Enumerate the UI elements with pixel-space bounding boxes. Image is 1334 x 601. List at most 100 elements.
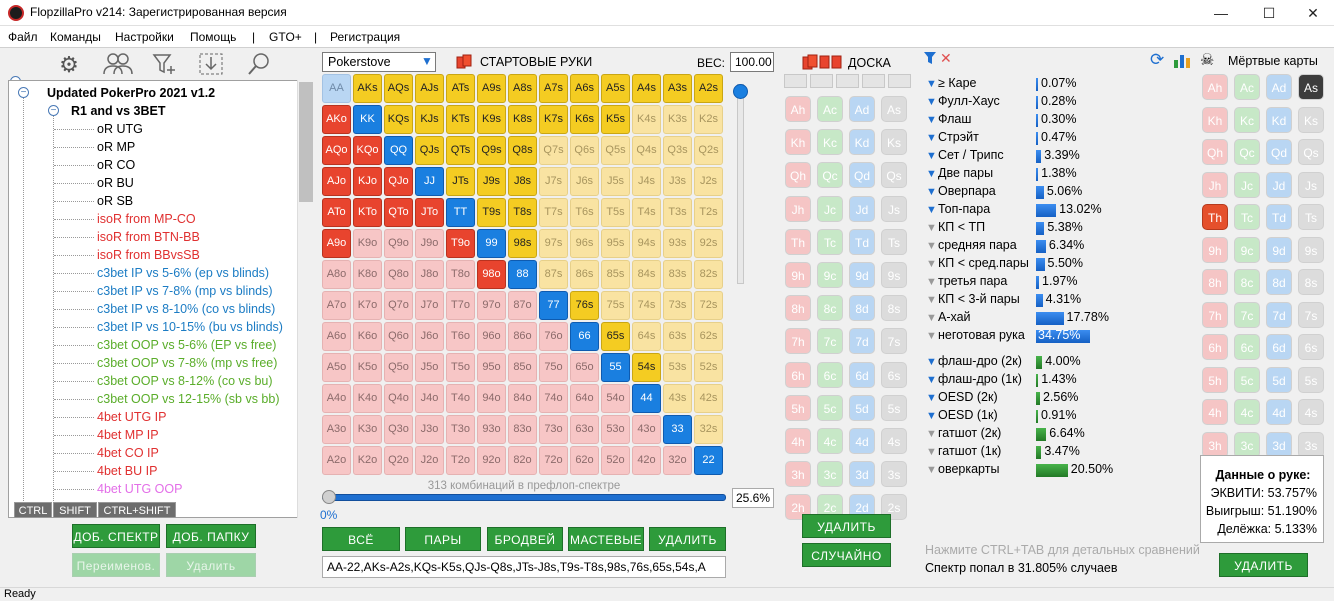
hand-cell[interactable]: 88 — [508, 260, 537, 289]
card-Ad[interactable]: Ad — [849, 96, 875, 122]
card-Ad[interactable]: Ad — [1266, 74, 1292, 100]
hand-cell[interactable]: QTo — [384, 198, 413, 227]
refresh-icon[interactable]: ⟳ — [1150, 50, 1165, 69]
hand-cell[interactable]: K4s — [632, 105, 661, 134]
hand-cell[interactable]: T3o — [446, 415, 475, 444]
card-Kh[interactable]: Kh — [1202, 106, 1228, 133]
card-9c[interactable]: 9c — [817, 262, 843, 288]
hand-cell[interactable]: 42o — [632, 446, 661, 475]
hand-cell[interactable]: 64o — [570, 384, 599, 413]
card-9h[interactable]: 9h — [785, 262, 811, 288]
hand-cell[interactable]: K9o — [353, 229, 382, 258]
hand-cell[interactable]: QJs — [415, 136, 444, 165]
select-all-button[interactable]: ВСЁ — [322, 527, 400, 551]
hand-cell[interactable]: A4o — [322, 384, 351, 413]
menu-registration[interactable]: Регистрация — [330, 30, 401, 44]
card-Kc[interactable]: Kc — [1234, 106, 1260, 133]
gear-icon[interactable]: ⚙ — [59, 52, 79, 77]
hand-cell[interactable]: A6s — [570, 74, 599, 103]
minimize-button[interactable]: — — [1214, 5, 1228, 21]
hand-cell[interactable]: J7o — [415, 291, 444, 320]
stat-label[interactable]: Стрэйт — [938, 130, 979, 144]
hand-cell[interactable]: 22 — [694, 446, 723, 475]
hand-cell[interactable]: T6s — [570, 198, 599, 227]
hand-cell[interactable]: 83s — [663, 260, 692, 289]
card-Ac[interactable]: Ac — [817, 96, 843, 122]
stat-label[interactable]: OESD (1к) — [938, 408, 998, 422]
stat-label[interactable]: средняя пара — [938, 238, 1017, 252]
hand-cell[interactable]: A2o — [322, 446, 351, 475]
hand-cell[interactable]: KTs — [446, 105, 475, 134]
card-Js[interactable]: Js — [881, 195, 907, 222]
card-7c[interactable]: 7c — [1234, 301, 1260, 328]
hand-cell[interactable]: QTs — [446, 136, 475, 165]
hand-cell[interactable]: T5s — [601, 198, 630, 227]
hand-cell[interactable]: 96s — [570, 229, 599, 258]
hand-cell[interactable]: QJo — [384, 167, 413, 196]
random-board-button[interactable]: СЛУЧАЙНО — [802, 543, 891, 567]
hand-cell[interactable]: KQo — [353, 136, 382, 165]
stat-label[interactable]: ≥ Каре — [938, 76, 977, 90]
card-4h[interactable]: 4h — [1202, 399, 1228, 425]
tree-item[interactable]: isoR from BBvsSB — [97, 248, 200, 262]
card-6s[interactable]: 6s — [1298, 334, 1324, 360]
stat-label[interactable]: А-хай — [938, 310, 971, 324]
stat-label[interactable]: гатшот (1к) — [938, 444, 1002, 458]
card-8d[interactable]: 8d — [1266, 269, 1292, 295]
hand-cell[interactable]: 74o — [539, 384, 568, 413]
hand-cell[interactable]: K6s — [570, 105, 599, 134]
bar-chart-icon[interactable] — [1173, 52, 1193, 68]
hand-cell[interactable]: ATo — [322, 198, 351, 227]
hand-cell[interactable]: Q8s — [508, 136, 537, 165]
card-5d[interactable]: 5d — [849, 394, 875, 421]
hand-cell[interactable]: AJo — [322, 167, 351, 196]
filter-toggle-icon[interactable]: ▼ — [926, 132, 937, 144]
hand-cell[interactable]: K6o — [353, 322, 382, 351]
card-Kd[interactable]: Kd — [849, 129, 875, 156]
hand-cell[interactable]: 95s — [601, 229, 630, 258]
hand-cell[interactable]: K7s — [539, 105, 568, 134]
card-7h[interactable]: 7h — [785, 328, 811, 355]
hand-cell[interactable]: A7o — [322, 291, 351, 320]
stat-label[interactable]: Оверпара — [938, 184, 996, 198]
tree-item[interactable]: oR SB — [97, 194, 134, 208]
tree-item[interactable]: oR CO — [97, 158, 136, 172]
hand-cell[interactable]: Q8o — [384, 260, 413, 289]
board-slot[interactable] — [888, 74, 911, 88]
hand-cell[interactable]: 97s — [539, 229, 568, 258]
hand-cell[interactable]: 98o — [477, 260, 506, 289]
card-3d[interactable]: 3d — [849, 461, 875, 488]
close-button[interactable]: ✕ — [1307, 5, 1319, 21]
hand-cell[interactable]: J8o — [415, 260, 444, 289]
hand-cell[interactable]: 87o — [508, 291, 537, 320]
hand-cell[interactable]: 84o — [508, 384, 537, 413]
hand-cell[interactable]: J4o — [415, 384, 444, 413]
hand-cell[interactable]: 53s — [663, 353, 692, 382]
hand-cell[interactable]: Q6o — [384, 322, 413, 351]
hand-cell[interactable]: AJs — [415, 74, 444, 103]
card-6d[interactable]: 6d — [1266, 334, 1292, 360]
board-slot[interactable] — [836, 74, 859, 88]
hand-cell[interactable]: AKs — [353, 74, 382, 103]
card-8d[interactable]: 8d — [849, 295, 875, 322]
hand-cell[interactable]: Q5s — [601, 136, 630, 165]
shift-modifier[interactable]: SHIFT — [53, 502, 97, 518]
card-Ah[interactable]: Ah — [1202, 74, 1228, 100]
hand-cell[interactable]: 76s — [570, 291, 599, 320]
card-8c[interactable]: 8c — [1234, 269, 1260, 295]
card-6d[interactable]: 6d — [849, 361, 875, 388]
card-Jd[interactable]: Jd — [1266, 171, 1292, 198]
hand-cell[interactable]: Q7o — [384, 291, 413, 320]
card-5d[interactable]: 5d — [1266, 366, 1292, 393]
hand-cell[interactable]: 94o — [477, 384, 506, 413]
hand-cell[interactable]: 83o — [508, 415, 537, 444]
hand-cell[interactable]: TT — [446, 198, 475, 227]
hand-cell[interactable]: 84s — [632, 260, 661, 289]
hand-cell[interactable]: 87s — [539, 260, 568, 289]
hand-cell[interactable]: 95o — [477, 353, 506, 382]
suited-button[interactable]: МАСТЕВЫЕ — [568, 527, 644, 551]
hand-cell[interactable]: 82s — [694, 260, 723, 289]
broadway-button[interactable]: БРОДВЕЙ — [487, 527, 563, 551]
hand-cell[interactable]: 82o — [508, 446, 537, 475]
hand-cell[interactable]: J2s — [694, 167, 723, 196]
